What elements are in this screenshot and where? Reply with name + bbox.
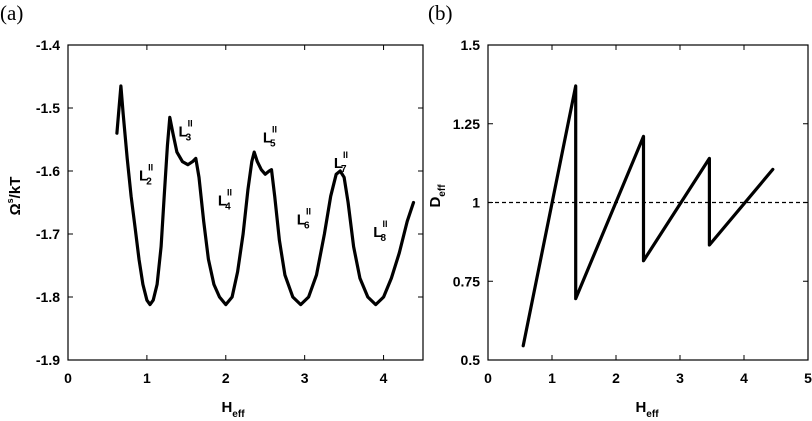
y-axis: -1.4 -1.5 -1.6 -1.7 -1.8 -1.9: [36, 37, 423, 368]
x-tick-label: 0: [64, 370, 72, 386]
y-tick-label: -1.6: [36, 163, 60, 179]
y-tick-label: -1.4: [36, 37, 60, 53]
x-tick-label: 3: [301, 370, 309, 386]
y-axis-title-main: D: [427, 197, 444, 208]
mode-label-main: L: [139, 167, 148, 184]
x-axis-title: Heff: [635, 399, 659, 420]
mode-label-main: L: [334, 155, 343, 172]
mode-label-sub: 6: [304, 221, 310, 232]
y-tick-label: 1.25: [453, 116, 480, 132]
x-tick-label: 2: [612, 370, 620, 386]
y-tick-label: -1.8: [36, 289, 60, 305]
mode-label-sub: 5: [270, 139, 276, 150]
x-tick-label: 5: [804, 370, 812, 386]
x-tick-label: 0: [484, 370, 492, 386]
mode-label-sup: II: [343, 150, 348, 160]
y-tick-label: 1.5: [461, 37, 481, 53]
x-tick-label: 2: [222, 370, 230, 386]
mode-label-main: L: [373, 224, 382, 241]
series-line: [521, 84, 775, 348]
x-axis-title-main: H: [221, 399, 232, 416]
x-axis: 0 1 2 3 4 5: [484, 45, 812, 386]
mode-label-sub: 8: [380, 233, 386, 244]
y-tick-label: -1.7: [36, 226, 60, 242]
y-tick-label: 0.75: [453, 273, 480, 289]
x-axis-title-sub: eff: [646, 409, 659, 420]
y-tick-label: 0.5: [461, 352, 481, 368]
mode-label-8: LII 8: [373, 219, 387, 244]
mode-label-main: L: [218, 193, 227, 210]
mode-label-7: LII 7: [334, 150, 348, 175]
mode-label-sup: II: [272, 125, 277, 135]
x-axis-title-main: H: [635, 399, 646, 416]
y-axis-title-sub: eff: [437, 184, 448, 197]
mode-label-sub: 4: [225, 202, 231, 213]
x-axis: 0 1 2 3 4: [64, 45, 388, 386]
y-axis-title: Ωs/kT: [5, 177, 24, 216]
mode-label-sub: 7: [341, 164, 347, 175]
mode-label-5: LII 5: [263, 125, 277, 150]
x-axis-title-sub: eff: [232, 409, 245, 420]
mode-label-main: L: [178, 123, 187, 140]
x-tick-label: 4: [380, 370, 388, 386]
y-axis-title-rest: /kT: [7, 177, 24, 199]
mode-label-sub: 2: [146, 176, 152, 187]
mode-label-sup: II: [382, 219, 387, 229]
y-axis: 1.5 1.25 1 0.75 0.5: [453, 37, 808, 368]
plot-frame: [487, 44, 809, 361]
x-axis-title: Heff: [221, 399, 245, 420]
y-axis-title-main: Ω: [7, 203, 24, 215]
mode-label-sup: II: [306, 207, 311, 217]
mode-label-main: L: [297, 212, 306, 229]
y-tick-label: 1: [472, 195, 480, 211]
mode-label-sup: II: [148, 162, 153, 172]
y-axis-title: Deff: [427, 184, 448, 208]
mode-label-3: LII 3: [178, 118, 192, 143]
mode-label-sup: II: [188, 118, 193, 128]
plot-frame: [67, 44, 424, 361]
mode-label-6: LII 6: [297, 207, 311, 232]
x-tick-label: 1: [548, 370, 556, 386]
y-tick-label: -1.9: [36, 352, 60, 368]
mode-label-main: L: [263, 130, 272, 147]
chart-panel-a: (a) 0 1 2 3 4 -1.4 -1.5 -1.6 -1.7 -1.8 -1.9 Heff Ωs/k…: [0, 1, 424, 420]
x-tick-label: 1: [143, 370, 151, 386]
x-tick-label: 3: [676, 370, 684, 386]
mode-label-sub: 3: [186, 132, 192, 143]
mode-label-2: LII 2: [139, 162, 153, 187]
y-tick-label: -1.5: [36, 100, 60, 116]
y-axis-title-sup: s: [5, 198, 15, 203]
series-line: [115, 84, 416, 307]
panel-label: (b): [428, 1, 453, 25]
mode-label-4: LII 4: [218, 188, 232, 213]
x-tick-label: 4: [740, 370, 748, 386]
panel-label: (a): [0, 1, 23, 25]
mode-label-sup: II: [227, 188, 232, 198]
